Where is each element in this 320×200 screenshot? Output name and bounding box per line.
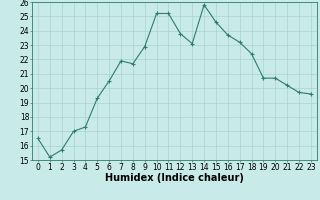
X-axis label: Humidex (Indice chaleur): Humidex (Indice chaleur) <box>105 173 244 183</box>
